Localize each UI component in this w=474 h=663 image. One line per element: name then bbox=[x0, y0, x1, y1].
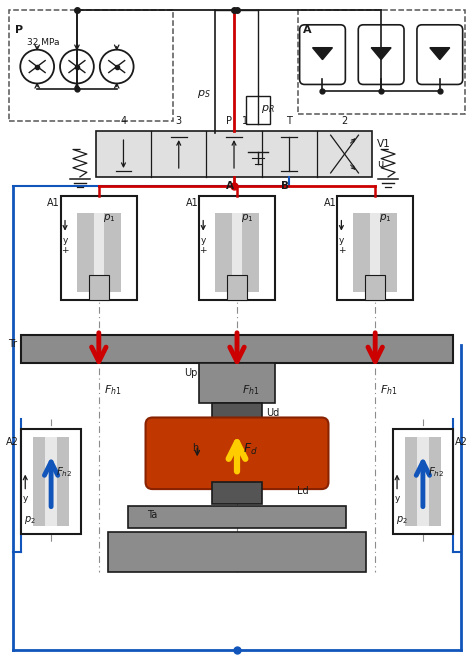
Text: V1: V1 bbox=[377, 139, 391, 149]
Bar bbox=[128, 506, 346, 528]
Text: $F_{h1}$: $F_{h1}$ bbox=[380, 383, 398, 396]
Bar bbox=[21, 335, 453, 363]
Text: y: y bbox=[339, 235, 344, 245]
Bar bbox=[393, 430, 453, 534]
Text: +: + bbox=[61, 245, 69, 255]
Text: B: B bbox=[281, 181, 289, 191]
Bar bbox=[215, 213, 259, 292]
Text: $p_1$: $p_1$ bbox=[379, 211, 392, 223]
Text: T: T bbox=[286, 116, 292, 126]
Text: Ld: Ld bbox=[297, 486, 308, 496]
FancyBboxPatch shape bbox=[146, 418, 328, 489]
Text: A: A bbox=[226, 181, 234, 191]
Text: $F_d$: $F_d$ bbox=[243, 442, 258, 457]
Bar bbox=[232, 213, 242, 292]
Text: $p_R$: $p_R$ bbox=[261, 103, 274, 115]
Bar bbox=[370, 213, 380, 292]
Text: $F_{h2}$: $F_{h2}$ bbox=[56, 465, 73, 479]
Text: y: y bbox=[394, 493, 400, 503]
Polygon shape bbox=[430, 48, 450, 60]
Bar bbox=[417, 438, 429, 526]
Bar bbox=[405, 438, 441, 526]
Text: $p_1$: $p_1$ bbox=[241, 211, 254, 223]
Text: $p_S$: $p_S$ bbox=[197, 88, 211, 100]
Bar bbox=[21, 430, 81, 534]
Text: $F_{h1}$: $F_{h1}$ bbox=[242, 383, 260, 396]
FancyBboxPatch shape bbox=[417, 25, 463, 84]
Text: 2: 2 bbox=[341, 116, 348, 126]
Text: y: y bbox=[201, 235, 206, 245]
Text: u: u bbox=[377, 159, 383, 169]
Text: 4: 4 bbox=[120, 116, 127, 126]
Bar bbox=[298, 10, 465, 114]
Bar bbox=[45, 438, 57, 526]
FancyBboxPatch shape bbox=[300, 25, 346, 84]
Text: Up: Up bbox=[184, 368, 197, 378]
Bar bbox=[212, 402, 262, 424]
Bar bbox=[199, 196, 275, 300]
Bar bbox=[108, 532, 366, 572]
Text: Ud: Ud bbox=[266, 408, 279, 418]
Bar bbox=[212, 482, 262, 504]
Text: $p_1$: $p_1$ bbox=[103, 211, 115, 223]
Text: P: P bbox=[15, 25, 23, 35]
Text: P: P bbox=[226, 116, 232, 126]
Bar bbox=[96, 131, 372, 177]
Text: y: y bbox=[23, 493, 28, 503]
Bar bbox=[33, 438, 69, 526]
Bar bbox=[199, 363, 275, 402]
Text: $F_{h2}$: $F_{h2}$ bbox=[428, 465, 444, 479]
Bar bbox=[89, 275, 109, 300]
Bar bbox=[353, 213, 397, 292]
Text: A1: A1 bbox=[47, 198, 60, 208]
Bar bbox=[246, 96, 270, 124]
Text: 3: 3 bbox=[176, 116, 182, 126]
Text: y: y bbox=[62, 235, 68, 245]
Text: +: + bbox=[337, 245, 345, 255]
Text: h: h bbox=[192, 444, 199, 453]
Bar bbox=[227, 275, 247, 300]
Text: A2: A2 bbox=[455, 438, 467, 448]
FancyBboxPatch shape bbox=[358, 25, 404, 84]
Text: Ta: Ta bbox=[147, 510, 158, 520]
Bar bbox=[337, 196, 413, 300]
Text: +: + bbox=[200, 245, 207, 255]
Text: A1: A1 bbox=[324, 198, 337, 208]
Text: $p_2$: $p_2$ bbox=[396, 514, 408, 526]
Text: 1: 1 bbox=[242, 116, 248, 126]
Bar bbox=[94, 213, 104, 292]
Bar bbox=[9, 10, 173, 121]
Bar bbox=[77, 213, 121, 292]
Polygon shape bbox=[312, 48, 332, 60]
Text: $F_{h1}$: $F_{h1}$ bbox=[104, 383, 121, 396]
Text: Tr: Tr bbox=[8, 339, 17, 349]
Text: $p_2$: $p_2$ bbox=[24, 514, 36, 526]
Text: 32 MPa: 32 MPa bbox=[27, 38, 60, 46]
Bar bbox=[365, 275, 385, 300]
Text: A: A bbox=[302, 25, 311, 35]
Bar bbox=[61, 196, 137, 300]
Text: A2: A2 bbox=[7, 438, 19, 448]
Polygon shape bbox=[371, 48, 391, 60]
Text: A1: A1 bbox=[185, 198, 198, 208]
